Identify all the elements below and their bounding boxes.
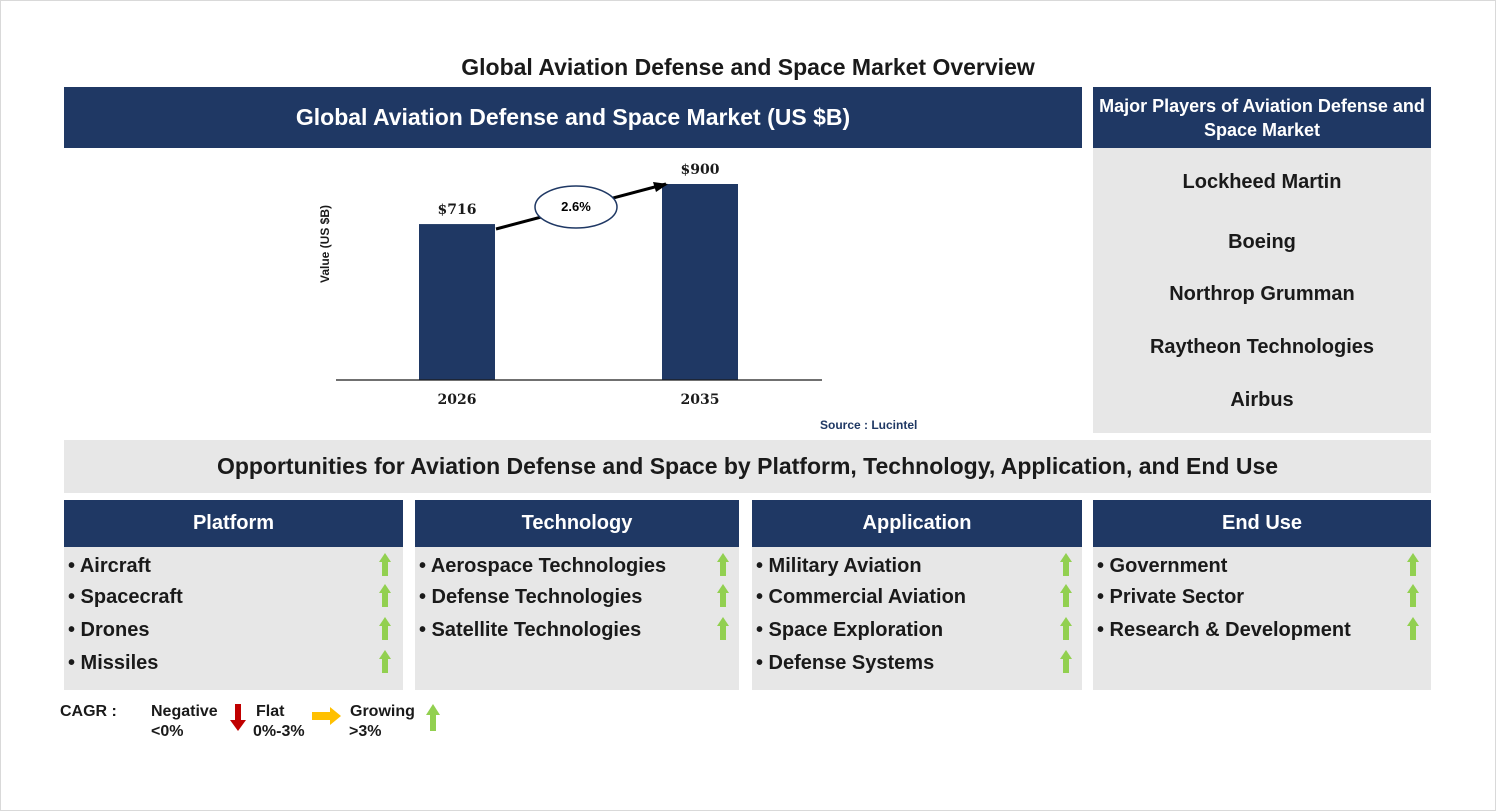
up-arrow-icon <box>1407 584 1419 607</box>
up-arrow-icon <box>1060 584 1072 607</box>
segment-item: • Private Sector <box>1097 586 1245 608</box>
legend-flat-range: 0%-3% <box>253 723 305 740</box>
legend-cagr-label: CAGR : <box>60 703 117 720</box>
bar-2026 <box>419 224 495 380</box>
y-axis-label: Value (US $B) <box>318 205 332 283</box>
legend-negative-range: <0% <box>151 723 184 740</box>
up-arrow-icon <box>717 553 729 576</box>
x-tick-label: 2026 <box>438 392 477 408</box>
player-boeing: Boeing <box>1228 231 1296 253</box>
legend-flat-label: Flat <box>256 703 285 720</box>
legend-negative-label: Negative <box>151 703 218 720</box>
bar-value-label: $716 <box>438 202 477 218</box>
cagr-label: 2.6% <box>561 199 591 214</box>
bar-2035 <box>662 184 738 380</box>
segment-item: • Aircraft <box>68 555 151 577</box>
player-raytheon-technologies: Raytheon Technologies <box>1149 336 1375 358</box>
chart-header: Global Aviation Defense and Space Market… <box>64 87 1082 148</box>
players-header: Major Players of Aviation Defense and Sp… <box>1093 87 1431 148</box>
legend-growing-range: >3% <box>349 723 382 740</box>
up-arrow-icon <box>379 617 391 640</box>
up-arrow-icon <box>379 650 391 673</box>
legend-growing-label: Growing <box>350 703 415 720</box>
up-arrow-icon <box>379 553 391 576</box>
segment-item: • Commercial Aviation <box>756 586 967 608</box>
segment-panel-technology: • Aerospace Technologies • Defense Techno… <box>415 547 739 690</box>
segment-item: • Aerospace Technologies <box>419 555 667 577</box>
cagr-bubble <box>534 185 618 229</box>
up-arrow-icon <box>1060 650 1072 673</box>
chart-source: Source : Lucintel <box>820 418 918 432</box>
bar-value-label: $900 <box>681 162 720 178</box>
segment-item: • Missiles <box>68 652 159 674</box>
segment-item: • Spacecraft <box>68 586 183 608</box>
opportunities-title: Opportunities for Aviation Defense and S… <box>64 440 1431 493</box>
segment-item: • Space Exploration <box>756 619 944 641</box>
segment-panel-end-use: • Government • Private Sector • Research &… <box>1093 547 1431 690</box>
player-airbus: Airbus <box>1230 389 1294 411</box>
up-arrow-icon <box>1060 617 1072 640</box>
segment-item: • Satellite Technologies <box>419 619 642 641</box>
segment-panel-platform: • Aircraft • Spacecraft • Drones • Missiles <box>64 547 403 690</box>
segment-item: • Drones <box>68 619 150 641</box>
up-arrow-icon <box>717 584 729 607</box>
x-tick-label: 2035 <box>681 392 720 408</box>
up-arrow-icon <box>1060 553 1072 576</box>
segment-header-application: Application <box>752 500 1082 547</box>
segment-header-end-use: End Use <box>1093 500 1431 547</box>
bar-chart: Value (US $B) $716 2026 $900 2035 2.6% <box>318 162 822 408</box>
segment-item: • Military Aviation <box>756 555 922 577</box>
segment-header-platform: Platform <box>64 500 403 547</box>
down-arrow-icon <box>230 704 246 731</box>
up-arrow-icon <box>1407 553 1419 576</box>
player-northrop-grumman: Northrop Grumman <box>1169 283 1355 305</box>
segment-item: • Defense Systems <box>756 652 935 674</box>
up-arrow-icon <box>379 584 391 607</box>
players-panel: Lockheed Martin Boeing Northrop Grumman … <box>1093 148 1431 433</box>
cagr-arrow-head <box>653 182 668 192</box>
player-lockheed-martin: Lockheed Martin <box>1182 171 1342 193</box>
segment-item: • Defense Technologies <box>419 586 643 608</box>
segment-header-technology: Technology <box>415 500 739 547</box>
up-arrow-icon <box>1407 617 1419 640</box>
up-arrow-icon <box>717 617 729 640</box>
right-arrow-icon <box>312 707 341 725</box>
segment-item: • Research & Development <box>1097 619 1351 641</box>
up-arrow-icon <box>426 704 440 731</box>
segment-item: • Government <box>1097 555 1228 577</box>
page-title: Global Aviation Defense and Space Market… <box>461 54 1035 80</box>
segment-panel-application: • Military Aviation • Commercial Aviation… <box>752 547 1082 690</box>
